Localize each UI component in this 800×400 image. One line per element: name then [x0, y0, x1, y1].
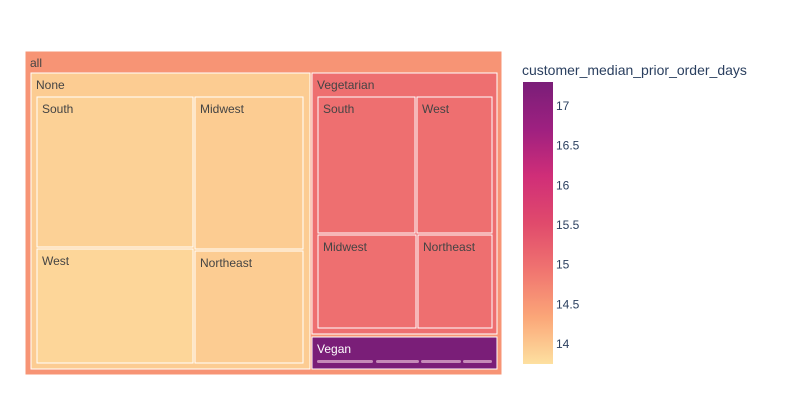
colorbar-tick-label: 15.5 [556, 218, 580, 232]
tile-vegetarian-label: Vegetarian [317, 78, 374, 92]
tile-vegetarian-midwest-label: Midwest [323, 240, 368, 254]
tile-none-south[interactable] [36, 96, 194, 248]
tile-none-west-label: West [42, 254, 70, 268]
tile-vegetarian-south[interactable] [317, 96, 416, 234]
colorbar-tick-label: 15 [556, 258, 570, 272]
tile-vegetarian-northeast-label: Northeast [423, 240, 476, 254]
colorbar-ticks: 14 14.5 15 15.5 16 16.5 17 [556, 99, 580, 351]
tile-vegan[interactable] [311, 336, 498, 370]
colorbar-tick-label: 14.5 [556, 297, 580, 311]
tile-none-midwest-label: Midwest [200, 102, 245, 116]
colorbar-tick-label: 14 [556, 337, 570, 351]
tile-all-label: all [30, 56, 42, 70]
tile-vegetarian-west[interactable] [416, 96, 493, 234]
tile-none-northeast[interactable] [194, 250, 304, 364]
tile-vegan-label: Vegan [317, 342, 351, 356]
vegan-subtile-bar[interactable] [376, 360, 419, 363]
colorbar: customer_median_prior_order_days 1414.51… [522, 62, 747, 364]
vegan-subtile-bar[interactable] [421, 360, 461, 363]
tile-vegetarian-south-label: South [323, 102, 354, 116]
colorbar-tick-label: 16 [556, 178, 570, 192]
vegan-subtile-bar[interactable] [317, 360, 373, 363]
colorbar-tick-label: 16.5 [556, 139, 580, 153]
tile-none-northeast-label: Northeast [200, 256, 253, 270]
tile-none-south-label: South [42, 102, 73, 116]
treemap-tiles: all None South Midwest West Northeast Vegetari… [24, 50, 503, 376]
tile-none-midwest[interactable] [194, 96, 304, 250]
colorbar-gradient [523, 82, 553, 364]
colorbar-title: customer_median_prior_order_days [522, 62, 747, 78]
tile-vegetarian-midwest[interactable] [317, 234, 417, 329]
vegan-subtile-bar[interactable] [463, 360, 492, 363]
tile-none-west[interactable] [36, 248, 194, 364]
colorbar-tick-label: 17 [556, 99, 570, 113]
tile-none-label: None [36, 78, 65, 92]
tile-vegetarian-northeast[interactable] [417, 234, 493, 329]
tile-vegetarian-west-label: West [422, 102, 450, 116]
